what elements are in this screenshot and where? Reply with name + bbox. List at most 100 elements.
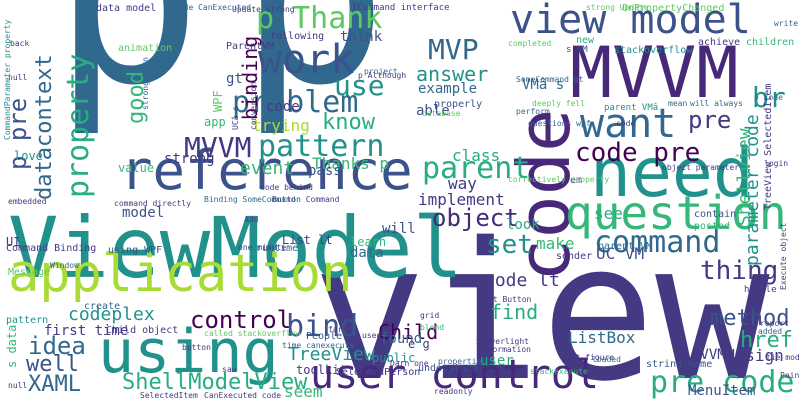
word: seem xyxy=(284,382,323,400)
word: achieve xyxy=(698,37,741,48)
word: following xyxy=(270,31,325,42)
word: class xyxy=(452,146,501,165)
word: string Name xyxy=(646,359,713,370)
word: VMâ s xyxy=(522,77,565,93)
word: e g xyxy=(408,337,430,351)
word: p Although xyxy=(358,71,407,80)
word: will xyxy=(382,221,416,237)
word: project xyxy=(364,67,398,76)
word: pattern xyxy=(258,129,385,164)
word: People xyxy=(306,331,343,342)
word: pre code xyxy=(650,365,795,400)
word: gt xyxy=(226,71,243,87)
word: Darn one xyxy=(390,359,429,368)
word: contain xyxy=(694,209,737,220)
word: pre xyxy=(688,106,732,134)
word: using xyxy=(98,317,279,387)
word: properly xyxy=(434,99,483,110)
word: problem xyxy=(232,85,359,120)
word: code xyxy=(266,99,300,115)
word: questions wpf xyxy=(528,119,591,128)
word: p xyxy=(238,0,389,120)
word: p xyxy=(52,0,203,120)
word: perform xyxy=(516,107,550,116)
word: able xyxy=(416,103,450,119)
word: Shellview xyxy=(734,128,755,226)
word: correctively property xyxy=(508,175,610,184)
word: strong Darn xyxy=(141,57,150,110)
word: code xyxy=(616,119,636,128)
word: stackexecute xyxy=(530,367,588,376)
word: OnPropertyChanged xyxy=(622,3,725,14)
word: s data xyxy=(5,324,19,368)
word: pass xyxy=(308,163,342,179)
word: parent VMâ xyxy=(604,103,659,113)
word: Command Binding xyxy=(6,243,97,254)
word: blend xyxy=(420,323,445,332)
word: loaded xyxy=(592,355,621,364)
word: List lt xyxy=(282,233,333,247)
word: view model xyxy=(510,0,751,43)
word: pattern xyxy=(6,315,49,326)
word: method xyxy=(710,306,790,331)
word: new xyxy=(576,35,595,46)
word: property xyxy=(61,53,96,199)
word: bind xyxy=(286,309,359,344)
word: TreeView SelectedItem xyxy=(763,83,774,210)
word: XAML xyxy=(28,372,81,397)
word: control xyxy=(190,306,292,334)
word: p code xyxy=(754,93,783,102)
word: parent VM xyxy=(598,241,653,252)
word: TreeView xyxy=(288,344,375,365)
word: completed xyxy=(508,39,552,48)
word: write xyxy=(774,19,799,28)
word: think xyxy=(340,29,383,45)
word: answer xyxy=(416,62,489,86)
word: used xyxy=(362,331,382,340)
word: properties xyxy=(438,357,487,366)
word: saw xyxy=(222,365,237,374)
word: question xyxy=(565,186,787,240)
word: know xyxy=(322,110,375,135)
word: public xyxy=(372,351,416,365)
word: deeply fell xyxy=(532,99,585,108)
word: report xyxy=(760,319,789,328)
word: Binding SomeCommand xyxy=(204,195,296,204)
word: make xyxy=(536,234,575,253)
word: design xyxy=(726,346,784,365)
word: null xyxy=(8,381,28,390)
word: UC VM xyxy=(596,244,645,263)
word: parent xyxy=(422,151,531,186)
word: create xyxy=(84,301,121,312)
word: information xyxy=(478,345,531,354)
word: database xyxy=(422,109,461,118)
word: time canexecute xyxy=(282,341,355,350)
word: stackoverflow xyxy=(614,45,693,56)
word: object parameter xyxy=(662,163,740,172)
word: ICommand interface xyxy=(352,3,450,13)
word: ViewModel xyxy=(8,199,464,297)
word: well xyxy=(26,352,79,377)
word: user control xyxy=(310,352,599,398)
word: code pre xyxy=(575,138,701,168)
word: model xyxy=(122,205,165,221)
word: called stackoverflow xyxy=(204,329,301,338)
word: understand xyxy=(418,363,479,374)
word: UCâ s xyxy=(231,105,240,130)
word: reference xyxy=(120,139,413,202)
word: view xyxy=(312,202,770,400)
word: tie modified xyxy=(766,353,800,362)
word: find xyxy=(490,300,539,324)
word: Window xyxy=(50,261,79,270)
word: posted xyxy=(694,221,731,232)
word: trying xyxy=(252,116,310,135)
word: application xyxy=(8,244,353,304)
word: br xyxy=(752,81,786,114)
word: children xyxy=(746,37,795,48)
word: readonly xyxy=(434,387,473,396)
word: sender xyxy=(556,251,593,262)
word: data xyxy=(350,245,384,261)
word: href xyxy=(740,328,793,353)
word: use xyxy=(334,69,385,102)
